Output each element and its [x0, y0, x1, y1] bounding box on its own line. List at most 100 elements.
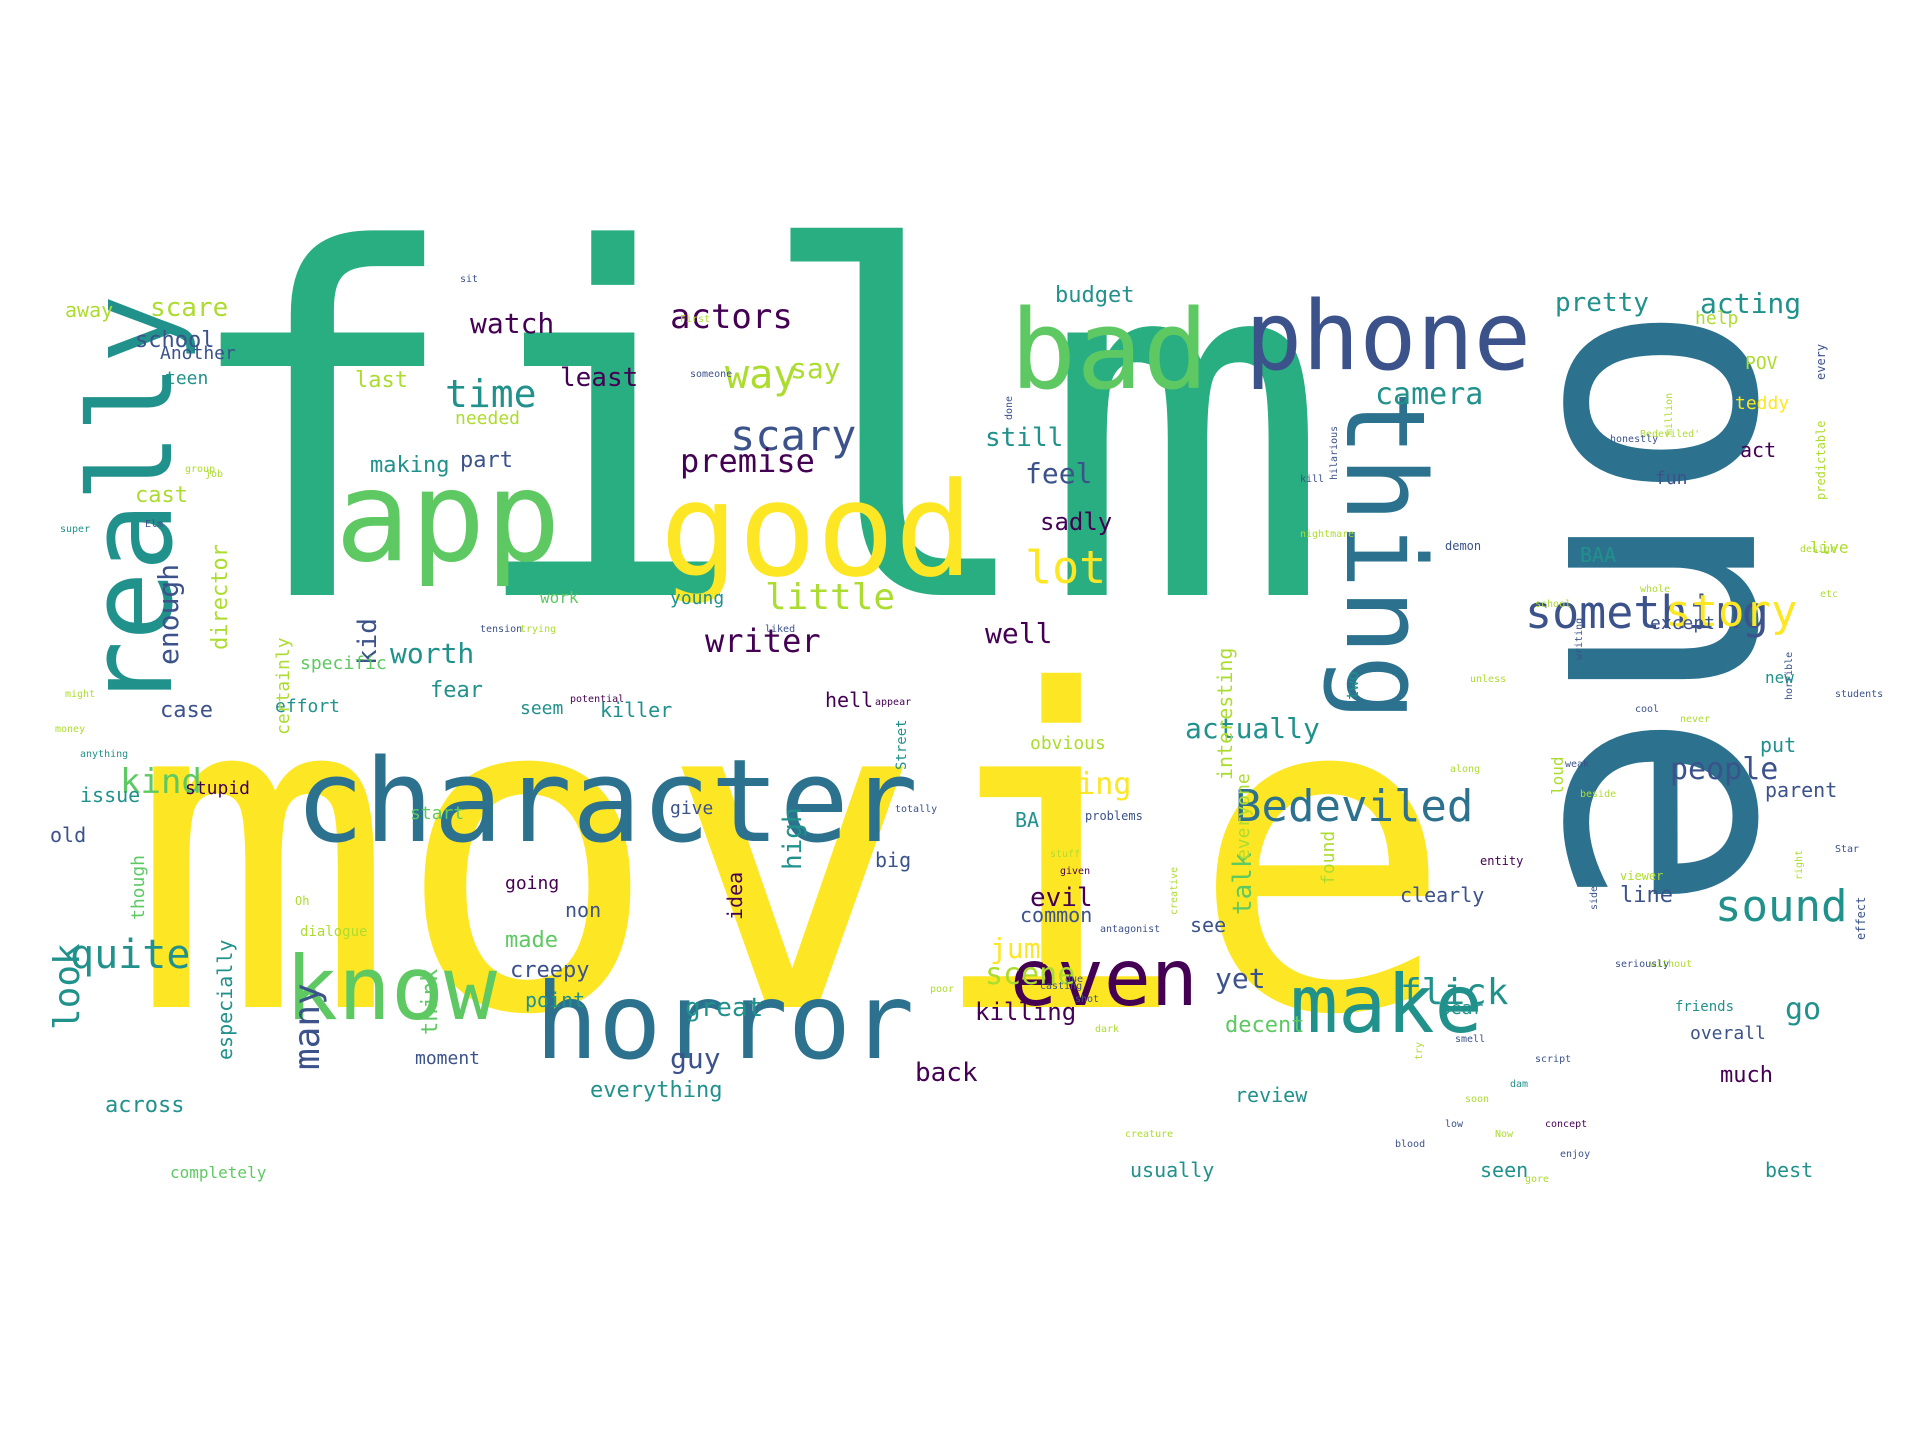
word-scene: scene	[985, 957, 1076, 992]
word-story: story	[1665, 586, 1798, 637]
word-cast: cast	[135, 483, 188, 508]
word-friends: friends	[1675, 999, 1735, 1015]
word-killing: killing	[975, 998, 1077, 1026]
word-completely: completely	[170, 1163, 267, 1182]
word-last: last	[355, 368, 408, 393]
word-give: give	[670, 798, 714, 819]
word-star: Star	[1835, 844, 1860, 855]
word-someone: someone	[690, 369, 733, 380]
word-flick: flick	[1400, 972, 1509, 1013]
word-loud: loud	[1548, 756, 1567, 795]
word-make: make	[1290, 958, 1483, 1051]
word-unless: unless	[1470, 674, 1507, 685]
word-young: young	[670, 588, 725, 609]
word-non: non	[565, 898, 602, 922]
word-line: line	[1620, 883, 1673, 908]
word-found: found	[1318, 830, 1339, 885]
word-premise: premise	[680, 442, 815, 480]
word-great: great	[685, 993, 764, 1023]
word-bad: bad	[1010, 286, 1209, 414]
word-dialogue: dialogue	[300, 924, 368, 940]
word-phone: phone	[1245, 282, 1531, 392]
word-idea: idea	[723, 871, 747, 920]
word-writer: writer	[705, 622, 821, 660]
word-stupid: stupid	[185, 778, 251, 799]
word-bedeviled: Bedeviled'	[1640, 429, 1701, 440]
word-ba: BA	[1015, 808, 1040, 832]
word-pov: POV	[1745, 353, 1778, 374]
word-school: school	[135, 328, 215, 353]
word-blood: blood	[1395, 1139, 1426, 1150]
word-nothing: nothing	[1005, 767, 1132, 802]
word-horrible: horrible	[1784, 651, 1795, 700]
word-put: put	[1760, 733, 1797, 757]
word-antagonist: antagonist	[1100, 924, 1161, 935]
word-interesting: interesting	[1213, 647, 1237, 780]
word-predictable: predictable	[1814, 420, 1828, 500]
word-seem: seem	[520, 698, 564, 719]
word-whole: whole	[1640, 584, 1671, 595]
word-old: old	[50, 823, 87, 847]
word-sadly: sadly	[1040, 508, 1113, 536]
word-many: many	[287, 983, 328, 1070]
word-talk: talk	[1228, 852, 1258, 915]
word-honestly: honestly	[1610, 434, 1659, 445]
word-decent: decent	[1225, 1013, 1305, 1038]
word-fun: fun	[1655, 468, 1688, 489]
word-weak: weak	[1565, 759, 1590, 770]
word-made: made	[505, 928, 558, 953]
word-writing: writing	[1574, 617, 1585, 660]
word-think: think	[418, 968, 443, 1035]
word-right: right	[1794, 849, 1805, 880]
word-students: students	[1835, 689, 1884, 700]
word-nightmare: nightmare	[1300, 529, 1355, 540]
word-seen: seen	[1480, 1158, 1529, 1182]
word-yet: yet	[1215, 962, 1266, 995]
word-way: way	[725, 352, 798, 398]
word-watch: watch	[470, 307, 555, 340]
word-film: film	[175, 150, 1331, 709]
word-budget: budget	[1055, 283, 1135, 308]
word-teddy: teddy	[1735, 393, 1790, 414]
word-now: Now	[1495, 1129, 1514, 1140]
word-know: know	[285, 937, 497, 1040]
word-stuff: stuff	[1050, 849, 1081, 860]
word-new: new	[1765, 668, 1794, 687]
word-totally: totally	[895, 804, 938, 815]
word-movie: movie	[130, 599, 1455, 1111]
word-everyone: everyone	[1233, 773, 1254, 860]
word-director: director	[208, 544, 233, 650]
word-enough: enough	[152, 563, 185, 665]
word-smell: smell	[1455, 1034, 1486, 1045]
word-least: least	[560, 363, 639, 393]
word-going: going	[505, 873, 560, 894]
word-viewer: viewer	[1620, 869, 1664, 883]
word-well: well	[985, 617, 1053, 650]
word-parent: parent	[1765, 778, 1838, 802]
word-creepy: creepy	[510, 958, 590, 983]
word-every: every	[1814, 343, 1828, 380]
word-cool: cool	[1635, 704, 1660, 715]
word-scary: scary	[730, 411, 857, 460]
word-live: live	[1810, 538, 1849, 557]
word-low: low	[1445, 1119, 1464, 1130]
word-bear: bear	[1440, 998, 1484, 1019]
word-try: try	[1414, 1041, 1425, 1060]
word-dark: dark	[1095, 1024, 1120, 1035]
word-concept: concept	[1545, 1119, 1588, 1130]
word-help: help	[1695, 308, 1739, 329]
word-look: look	[47, 943, 88, 1030]
word-review: review	[1235, 1083, 1308, 1107]
word-effort: effort	[275, 696, 341, 717]
word-done: done	[1004, 395, 1015, 420]
word-soon: soon	[1465, 1094, 1490, 1105]
word-sound: sound	[1715, 881, 1848, 932]
word-etc: etc	[1820, 589, 1839, 600]
word-effect: effect	[1854, 896, 1868, 940]
word-school: school	[1535, 599, 1572, 610]
word-design: design	[1800, 544, 1837, 555]
word-first: First	[680, 314, 711, 325]
word-group: group	[185, 464, 216, 475]
word-oh: Oh	[295, 894, 310, 908]
word-poor: poor	[930, 984, 955, 995]
